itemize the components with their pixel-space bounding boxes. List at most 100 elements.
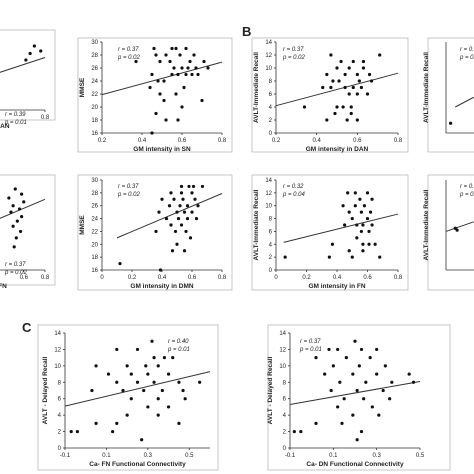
scatter-chart-8: AVLT-Immediate Recall r = 0.32 p = 0.04 [423,174,474,291]
regression-line [283,213,399,243]
data-point [152,380,156,384]
y-tick-label: 20 [91,242,98,248]
data-point [198,380,202,384]
data-point [349,111,353,116]
scatter-chart-4: AVLT-Immediate Recall r = 0.32 p = 0.04 [423,37,474,153]
data-point [160,197,164,201]
data-point [194,216,199,221]
data-point [157,210,161,214]
data-point [355,92,359,96]
stat-annotation: r = 0.37 [5,262,26,268]
data-point [20,192,24,196]
data-point [283,255,287,259]
stat-annotation: r = 0.37 [300,339,321,345]
data-point [144,364,148,368]
data-point [355,236,359,240]
x-tick-label: 0.8 [218,138,227,144]
data-point [187,184,191,189]
x-tick-label: 0.5 [185,453,194,459]
data-point [180,66,184,70]
data-point [170,249,175,253]
x-axis-label: GM intensity in SN [133,146,191,153]
data-point [367,242,371,246]
x-tick-label: 0.8 [218,275,227,281]
y-tick-label: 28 [91,191,98,197]
data-point [370,223,374,227]
data-point [383,364,387,368]
data-point [75,429,80,434]
x-tick-label: 0.2 [128,275,137,281]
data-point [329,53,333,57]
chart-frame [251,174,409,291]
y-tick-label: 24 [91,217,98,223]
y-tick-label: 2 [58,430,62,436]
scatter-chart-7: 0 0.2 0.4 0.6 0.8 0 2 4 6 8 10 12 14 GM intensity in … [251,174,409,291]
data-point [177,421,181,425]
data-point [164,216,169,221]
data-point [358,197,362,201]
data-point [353,191,357,195]
data-point [183,397,187,401]
stat-annotation: p = 0.02 [4,270,28,276]
y-tick-label: 14 [265,40,272,46]
data-point [177,380,181,384]
data-point [156,79,160,83]
data-point [365,92,370,96]
panel-label-b: B [242,24,251,39]
data-point [196,204,200,208]
x-tick-label: 0.3 [144,453,153,459]
data-point [185,204,190,208]
chart-frame [0,174,56,286]
data-point [350,216,354,221]
y-tick-label: 12 [279,347,286,353]
data-point [169,191,173,195]
y-tick-label: 18 [91,118,98,124]
data-point [314,356,318,360]
panel-label-c: C [22,320,32,335]
stat-annotation: p = 0.04 [459,192,474,198]
data-point [15,219,19,223]
chart-frame [427,174,474,291]
stat-annotation: p = 0.02 [282,55,306,61]
data-point [125,364,129,368]
data-point [129,397,133,401]
data-point [156,364,160,368]
data-point [347,210,351,214]
stat-annotation: r = 0.32 [283,184,304,190]
data-point [170,72,174,77]
data-point [12,245,16,249]
data-point [361,59,366,64]
chart-frame [37,324,219,471]
data-point [411,380,416,384]
data-point [182,249,187,253]
data-point [343,85,347,90]
data-point [125,413,129,417]
data-point [166,372,171,376]
data-point [173,229,178,234]
data-point [115,347,119,352]
x-tick-label: 0.6 [363,275,372,281]
data-point [353,204,357,208]
x-tick-label: 0 [100,275,104,281]
data-point [174,92,178,96]
data-point [162,79,166,83]
data-point [375,372,379,376]
data-point [176,216,181,221]
data-point [194,66,198,70]
data-point [11,224,15,228]
data-point [355,72,359,77]
x-tick-label: -0.1 [285,453,296,459]
data-point [118,261,122,266]
data-point [152,356,156,360]
chart-frame [267,324,451,471]
stat-annotation: r = 0.39 [5,112,26,118]
data-point [361,66,366,70]
data-point [184,72,188,77]
data-point [148,85,152,90]
stat-annotation: r = 0.40 [168,339,189,345]
data-point [185,216,190,221]
stat-annotation: p = 0.01 [299,347,322,353]
data-point [367,229,371,234]
data-point [343,223,347,227]
x-axis-label: FN [0,283,7,290]
